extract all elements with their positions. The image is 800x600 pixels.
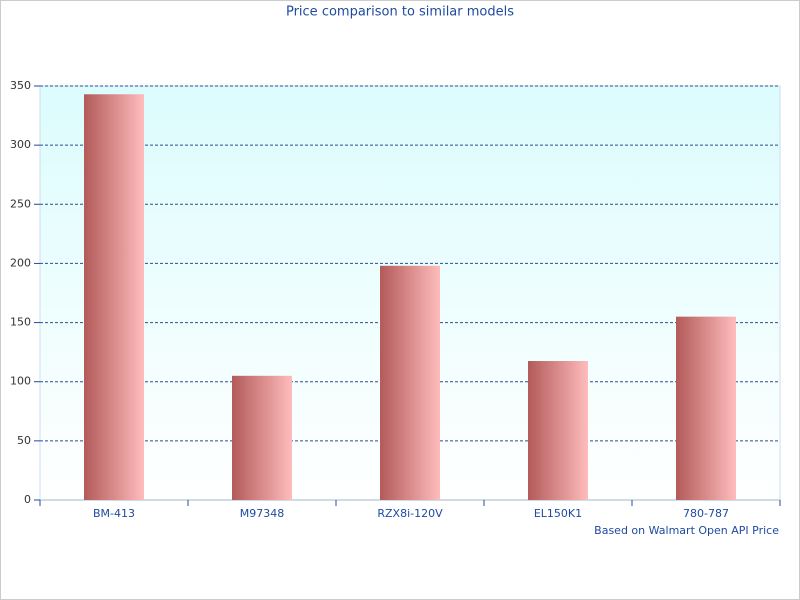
bar bbox=[84, 94, 144, 500]
bar bbox=[232, 375, 292, 500]
y-tick-label: 50 bbox=[17, 434, 31, 447]
bar bbox=[528, 361, 588, 500]
bar bbox=[676, 316, 736, 500]
x-tick-label: M97348 bbox=[240, 507, 284, 520]
x-tick-label: BM-413 bbox=[93, 507, 135, 520]
y-tick-label: 0 bbox=[24, 493, 31, 506]
x-tick-label: RZX8i-120V bbox=[377, 507, 443, 520]
x-tick-label: EL150K1 bbox=[534, 507, 582, 520]
y-tick-label: 300 bbox=[10, 138, 31, 151]
y-tick-label: 100 bbox=[10, 375, 31, 388]
y-tick-label: 200 bbox=[10, 256, 31, 269]
y-tick-label: 350 bbox=[10, 79, 31, 92]
annotation: Based on Walmart Open API Price bbox=[594, 524, 779, 537]
bar bbox=[380, 265, 440, 500]
y-tick-label: 250 bbox=[10, 197, 31, 210]
x-tick-label: 780-787 bbox=[683, 507, 729, 520]
y-tick-label: 150 bbox=[10, 316, 31, 329]
chart-title: Price comparison to similar models bbox=[286, 5, 514, 20]
